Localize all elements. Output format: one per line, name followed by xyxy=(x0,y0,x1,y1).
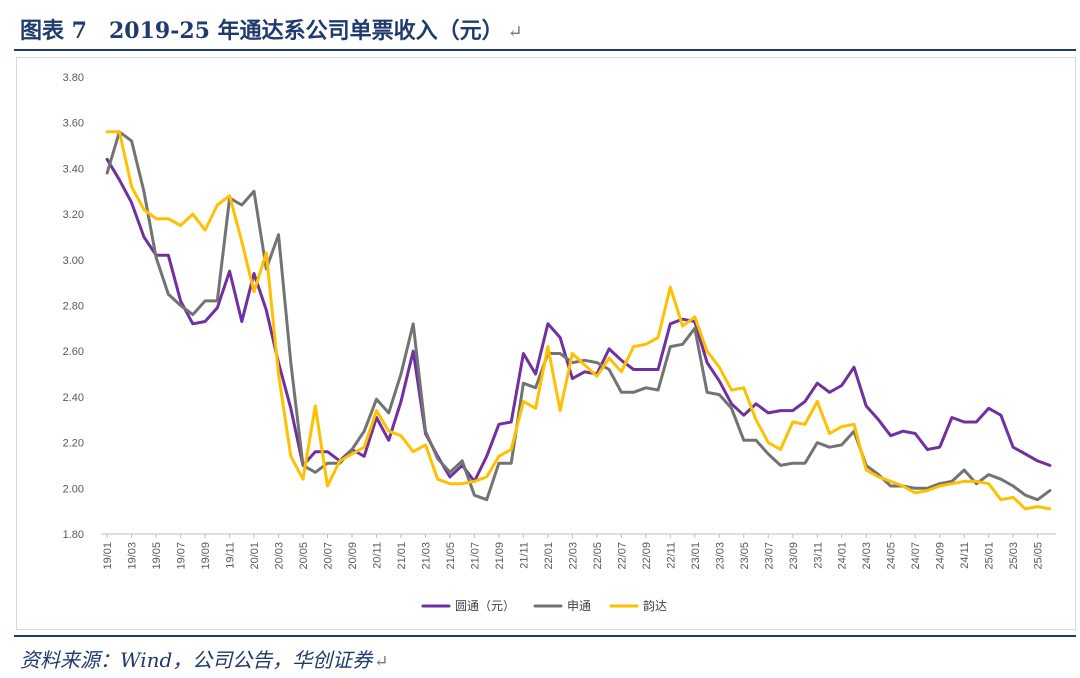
y-tick-label: 2.20 xyxy=(63,438,84,450)
x-tick-label: 20/09 xyxy=(347,542,359,570)
y-tick-label: 2.00 xyxy=(63,483,84,495)
return-mark: ↵ xyxy=(507,22,523,43)
x-tick-label: 21/01 xyxy=(396,542,408,570)
x-tick-label: 22/09 xyxy=(641,542,653,570)
y-tick-label: 3.80 xyxy=(63,72,84,84)
title-divider xyxy=(14,49,1076,51)
x-tick-label: 19/03 xyxy=(127,542,139,570)
x-tick-label: 23/03 xyxy=(714,542,726,570)
series-line-3 xyxy=(105,130,1052,511)
x-tick-label: 19/09 xyxy=(200,542,212,570)
x-tick-label: 23/05 xyxy=(739,542,751,570)
line-chart: 1.80 2.00 2.20 2.40 2.60 2.80 3.00 3.20 3.40 3.60… xyxy=(63,72,1056,613)
legend-label-3: 韵达 xyxy=(643,598,667,613)
source-note: 资料来源：Wind，公司公告，华创证券 ↵ xyxy=(20,644,389,673)
x-tick-label: 21/07 xyxy=(469,542,481,570)
x-tick-label: 22/07 xyxy=(616,542,628,570)
x-tick-label: 21/03 xyxy=(420,542,432,570)
x-tick-label: 24/05 xyxy=(886,542,898,570)
y-tick-label: 2.80 xyxy=(63,301,84,313)
x-tick-label: 20/05 xyxy=(298,542,310,570)
x-tick-label: 20/07 xyxy=(323,542,335,570)
x-tick-label: 20/01 xyxy=(249,542,261,570)
x-tick-label: 23/07 xyxy=(763,542,775,570)
y-tick-label: 2.40 xyxy=(63,392,84,404)
y-tick-label: 1.80 xyxy=(63,529,84,541)
x-tick-label: 23/09 xyxy=(788,542,800,570)
y-tick-label: 2.60 xyxy=(63,346,84,358)
x-tick-label: 24/03 xyxy=(861,542,873,570)
y-tick-label: 3.60 xyxy=(63,118,84,130)
x-tick-label: 21/11 xyxy=(518,542,530,569)
x-tick-label: 24/11 xyxy=(959,542,971,569)
chart-frame xyxy=(16,57,1076,630)
x-tick-label: 25/03 xyxy=(1008,542,1020,570)
legend-label-2: 申通 xyxy=(567,599,591,613)
source-text: 资料来源：Wind，公司公告，华创证券 xyxy=(20,648,373,672)
x-tick-label: 22/05 xyxy=(592,542,604,570)
figure-title: 图表 7 2019-25 年通达系公司单票收入（元） ↵ xyxy=(20,14,523,48)
x-tick-label: 22/03 xyxy=(567,542,579,570)
x-tick-label: 20/11 xyxy=(371,542,383,569)
x-tick-label: 22/01 xyxy=(543,542,555,570)
x-tick-label: 19/05 xyxy=(151,542,163,570)
x-tick-label: 19/07 xyxy=(176,542,188,570)
source-divider xyxy=(14,635,1076,637)
x-tick-label: 24/07 xyxy=(910,542,922,570)
return-mark: ↵ xyxy=(374,652,389,672)
x-tick-label: 25/01 xyxy=(984,542,996,570)
y-tick-label: 3.00 xyxy=(63,255,84,267)
x-tick-label: 21/09 xyxy=(494,542,506,570)
x-tick-label: 19/11 xyxy=(225,542,237,569)
x-tick-label: 21/05 xyxy=(445,542,457,570)
x-tick-label: 23/01 xyxy=(690,542,702,570)
series-line-1 xyxy=(105,157,1052,483)
x-tick-label: 22/11 xyxy=(665,542,677,569)
y-tick-label: 3.40 xyxy=(63,163,84,175)
x-tick-label: 25/05 xyxy=(1033,542,1045,570)
x-tick-label: 23/11 xyxy=(812,542,824,569)
x-tick-label: 24/09 xyxy=(935,542,947,570)
legend-label-1: 圆通（元） xyxy=(455,599,515,613)
series-line-2 xyxy=(105,130,1052,502)
figure-title-text: 图表 7 2019-25 年通达系公司单票收入（元） xyxy=(20,18,504,44)
x-tick-label: 19/01 xyxy=(102,542,114,570)
x-tick-label: 20/03 xyxy=(274,542,286,570)
y-tick-label: 3.20 xyxy=(63,209,84,221)
x-tick-label: 24/01 xyxy=(837,542,849,570)
